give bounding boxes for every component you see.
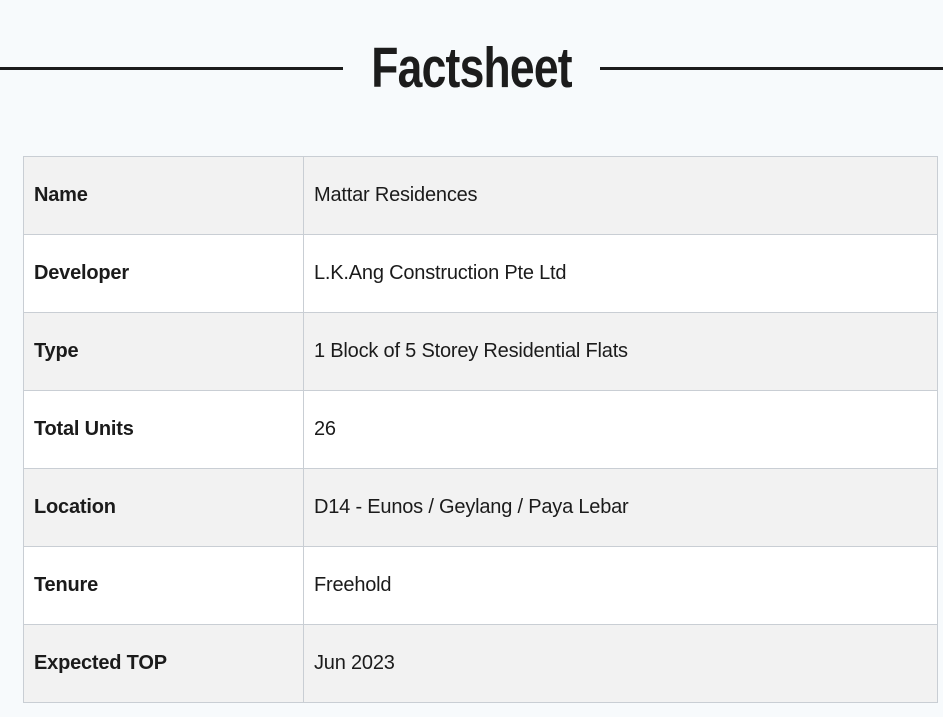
row-value: D14 - Eunos / Geylang / Paya Lebar (303, 468, 938, 547)
row-value: Jun 2023 (303, 624, 938, 703)
row-label: Name (23, 156, 304, 235)
row-value: Freehold (303, 546, 938, 625)
row-label: Total Units (23, 390, 304, 469)
row-label: Expected TOP (23, 624, 304, 703)
title-rule-right (600, 66, 943, 70)
row-label: Location (23, 468, 304, 547)
table-row: Type 1 Block of 5 Storey Residential Flat… (23, 312, 938, 391)
factsheet-table: Name Mattar Residences Developer L.K.Ang Co… (23, 156, 938, 703)
row-label: Tenure (23, 546, 304, 625)
page-title: Factsheet (371, 35, 572, 100)
table-row: Expected TOP Jun 2023 (23, 624, 938, 703)
table-row: Total Units 26 (23, 390, 938, 469)
row-value: 1 Block of 5 Storey Residential Flats (303, 312, 938, 391)
row-value: Mattar Residences (303, 156, 938, 235)
row-value: L.K.Ang Construction Pte Ltd (303, 234, 938, 313)
table-row: Tenure Freehold (23, 546, 938, 625)
factsheet-header: Factsheet (0, 0, 943, 136)
factsheet-table-body: Name Mattar Residences Developer L.K.Ang Co… (23, 156, 938, 703)
table-row: Location D14 - Eunos / Geylang / Paya Leb… (23, 468, 938, 547)
row-label: Developer (23, 234, 304, 313)
row-value: 26 (303, 390, 938, 469)
table-row: Name Mattar Residences (23, 156, 938, 235)
title-rule-left (0, 66, 343, 70)
table-row: Developer L.K.Ang Construction Pte Ltd (23, 234, 938, 313)
row-label: Type (23, 312, 304, 391)
